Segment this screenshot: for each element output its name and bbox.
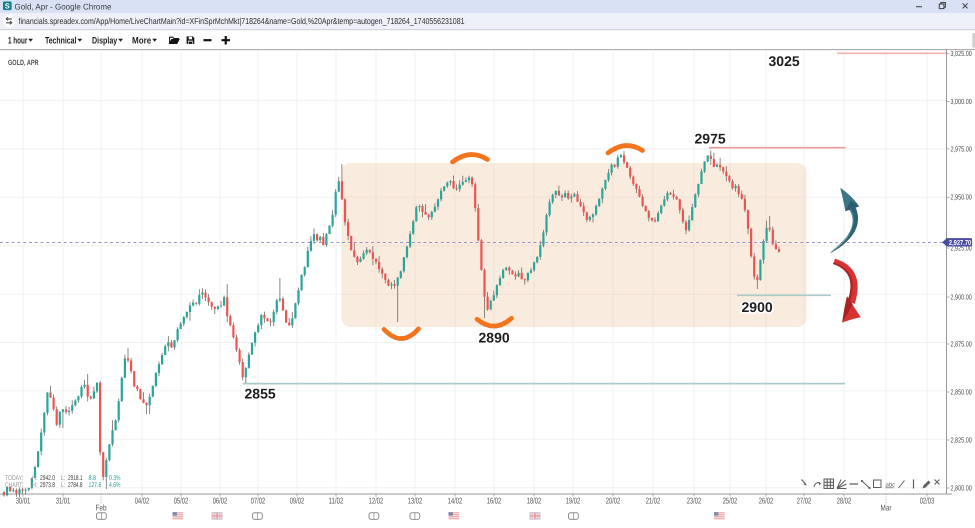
svg-text:2918.1: 2918.1: [68, 475, 83, 482]
svg-text:21/02: 21/02: [646, 496, 661, 506]
svg-text:127.6: 127.6: [89, 482, 102, 489]
svg-text:18/02: 18/02: [527, 496, 542, 506]
svg-text:2,927.70: 2,927.70: [949, 238, 971, 247]
svg-text:14/02: 14/02: [448, 496, 463, 506]
svg-text:16/02: 16/02: [487, 496, 502, 506]
svg-text:04/02: 04/02: [135, 496, 150, 506]
svg-text:2784.8: 2784.8: [68, 482, 83, 489]
svg-text:06/02: 06/02: [213, 496, 228, 506]
svg-text:L:: L:: [61, 475, 66, 482]
svg-text:2975: 2975: [695, 131, 726, 147]
svg-text:abc: abc: [886, 482, 896, 489]
svg-text:S: S: [5, 2, 10, 11]
svg-text:27/02: 27/02: [797, 496, 812, 506]
svg-text:Display: Display: [92, 34, 118, 45]
svg-text:2,950.00: 2,950.00: [951, 193, 972, 202]
svg-text:11/02: 11/02: [329, 496, 344, 506]
svg-text:Feb: Feb: [96, 503, 107, 513]
svg-text:20/02: 20/02: [606, 496, 621, 506]
svg-text:2,825.00: 2,825.00: [951, 435, 972, 444]
svg-text:31/01: 31/01: [56, 496, 71, 506]
svg-text:2890: 2890: [479, 330, 510, 346]
svg-text:2900: 2900: [742, 299, 773, 315]
svg-text:13/02: 13/02: [408, 496, 423, 506]
svg-text:2,900.00: 2,900.00: [951, 292, 972, 301]
svg-text:Technical: Technical: [45, 34, 76, 45]
svg-text:12/02: 12/02: [369, 496, 384, 506]
svg-text:1 hour: 1 hour: [8, 34, 28, 45]
svg-text:3025: 3025: [769, 53, 800, 69]
svg-text:H:: H:: [32, 482, 38, 489]
svg-text:07/02: 07/02: [251, 496, 266, 506]
svg-text:H:: H:: [32, 475, 38, 482]
svg-text:3,000.00: 3,000.00: [951, 97, 972, 106]
svg-text:05/02: 05/02: [174, 496, 189, 506]
svg-text:02/03: 02/03: [920, 496, 935, 506]
svg-text:8.8: 8.8: [89, 475, 97, 482]
svg-text:financials.spreadex.com/App/Ho: financials.spreadex.com/App/Home/LiveCha…: [19, 16, 465, 26]
svg-text:L:: L:: [61, 482, 66, 489]
svg-text:25/02: 25/02: [723, 496, 738, 506]
svg-text:4.6%: 4.6%: [109, 482, 121, 489]
svg-text:Gold, Apr - Google Chrome: Gold, Apr - Google Chrome: [15, 1, 112, 11]
svg-text:More: More: [132, 34, 151, 45]
svg-text:TODAY:: TODAY:: [5, 475, 23, 482]
svg-text:Mar: Mar: [881, 503, 892, 513]
svg-text:19/02: 19/02: [566, 496, 581, 506]
svg-text:2,800.00: 2,800.00: [951, 483, 972, 492]
svg-text:23/02: 23/02: [687, 496, 702, 506]
svg-text:0.3%: 0.3%: [109, 475, 121, 482]
svg-text:2942.0: 2942.0: [40, 475, 55, 482]
svg-text:26/02: 26/02: [759, 496, 774, 506]
svg-text:2,925.00: 2,925.00: [951, 243, 972, 252]
svg-text:GOLD, APR: GOLD, APR: [8, 58, 39, 67]
svg-text:28/02: 28/02: [837, 496, 852, 506]
svg-text:3,025.00: 3,025.00: [951, 49, 972, 58]
svg-text:2,875.00: 2,875.00: [951, 339, 972, 348]
svg-text:30/01: 30/01: [16, 496, 31, 506]
svg-text:2,850.00: 2,850.00: [951, 387, 972, 396]
svg-text:2,975.00: 2,975.00: [951, 144, 972, 153]
svg-text:09/02: 09/02: [290, 496, 305, 506]
svg-text:2855: 2855: [245, 386, 276, 402]
svg-text:CHART:: CHART:: [5, 482, 23, 489]
svg-text:2973.8: 2973.8: [40, 482, 55, 489]
